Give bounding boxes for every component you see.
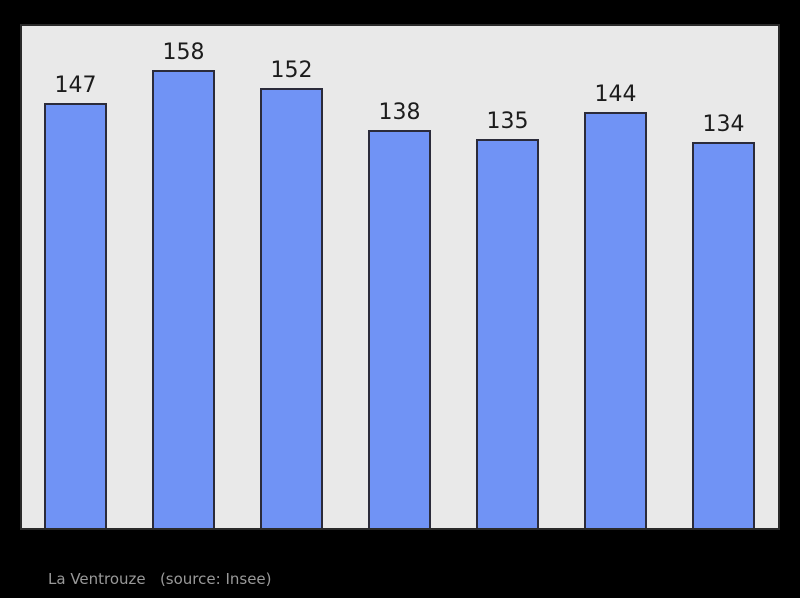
bar[interactable] xyxy=(584,112,647,528)
bar-value-label: 144 xyxy=(594,82,637,107)
bar[interactable] xyxy=(260,88,323,528)
bar[interactable] xyxy=(476,139,539,528)
bar-value-label: 152 xyxy=(270,58,313,83)
bar[interactable] xyxy=(368,130,431,528)
bar-value-label: 138 xyxy=(378,100,421,125)
bar-value-label: 147 xyxy=(54,73,97,98)
bar-group: 144 xyxy=(584,84,647,528)
bar-value-label: 134 xyxy=(702,112,745,137)
bar-group: 135 xyxy=(476,111,539,528)
bar[interactable] xyxy=(692,142,755,528)
bar-value-label: 158 xyxy=(162,40,205,65)
plot-area: 147 158 152 138 135 144 134 xyxy=(20,24,780,530)
bar-group: 134 xyxy=(692,114,755,528)
bar-group: 152 xyxy=(260,60,323,528)
chart-caption: La Ventrouze (source: Insee) xyxy=(48,570,272,588)
bar-group: 158 xyxy=(152,42,215,528)
bar-value-label: 135 xyxy=(486,109,529,134)
bars-layer: 147 158 152 138 135 144 134 xyxy=(22,26,778,528)
bar[interactable] xyxy=(44,103,107,528)
bar-group: 147 xyxy=(44,75,107,528)
bar-group: 138 xyxy=(368,102,431,528)
bar[interactable] xyxy=(152,70,215,528)
